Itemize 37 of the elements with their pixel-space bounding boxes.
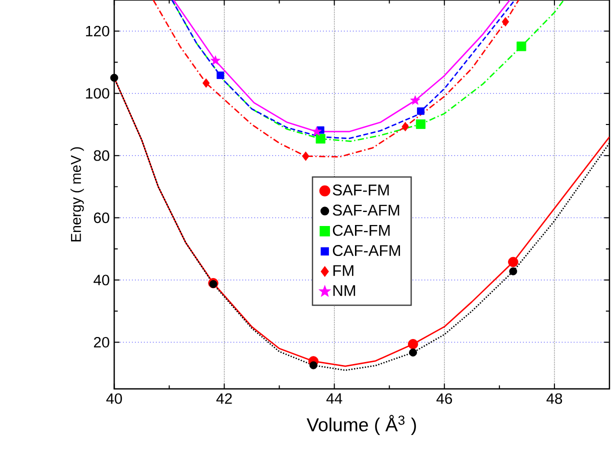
y-tick-label: 80 (94, 150, 110, 161)
x-tick-label: 40 (106, 393, 122, 404)
y-tick-label: 60 (94, 212, 110, 223)
point (516, 41, 526, 51)
legend-label: SAF-FM (332, 184, 389, 196)
point (410, 95, 420, 105)
x-axis-title: Volume ( Å$^{3}$ ) (306, 414, 416, 435)
point (316, 134, 326, 144)
point (202, 78, 210, 88)
x-tick-label: 44 (326, 393, 342, 404)
y-tick-label: 40 (94, 274, 110, 286)
y-tick-label: 100 (86, 88, 110, 98)
legend-label: FM (333, 264, 354, 276)
x-tick-label: 46 (436, 393, 452, 404)
point (409, 348, 417, 356)
point (502, 16, 510, 26)
y-tick-label: 120 (86, 26, 110, 36)
point (216, 71, 224, 79)
legend-label: SAF-AFM (332, 204, 400, 216)
point (416, 107, 424, 115)
point (312, 126, 322, 136)
x-tick-label: 48 (546, 393, 562, 404)
point (509, 267, 518, 276)
point (508, 256, 518, 267)
legend-label: CAF-FM (332, 224, 390, 236)
x-tick-label: 42 (216, 393, 232, 404)
point (416, 119, 426, 129)
point (210, 55, 220, 65)
legend-label: NM (333, 285, 356, 296)
y-axis-title: Energy ( meV ) (70, 147, 84, 242)
legend-label: CAF-AFM (332, 244, 400, 256)
point (408, 338, 418, 349)
y-tick-label: 20 (94, 336, 110, 348)
point (110, 74, 118, 82)
point (402, 122, 409, 132)
point (302, 151, 310, 161)
point (309, 361, 318, 370)
